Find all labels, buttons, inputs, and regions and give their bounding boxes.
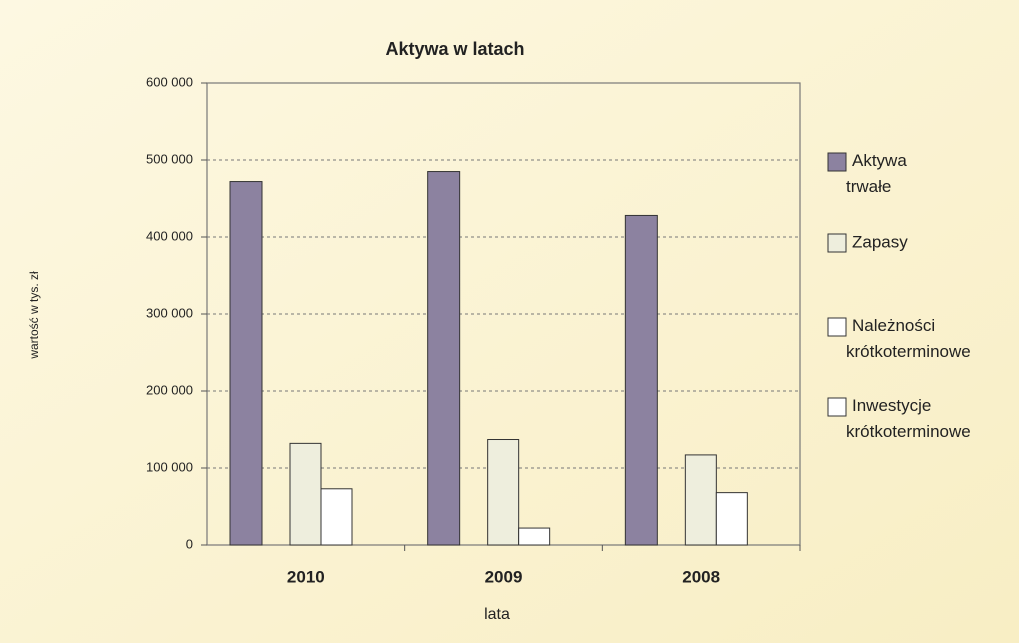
bar bbox=[715, 492, 748, 546]
legend-label: Inwestycje krótkoterminowe bbox=[846, 396, 971, 441]
y-tick-label: 500 000 bbox=[146, 151, 193, 166]
bar bbox=[320, 488, 353, 546]
legend-label: Zapasy bbox=[852, 232, 908, 251]
bar bbox=[518, 527, 551, 546]
y-tick-label: 100 000 bbox=[146, 459, 193, 474]
legend-label: Należności krótkoterminowe bbox=[846, 316, 971, 361]
legend-swatch bbox=[827, 317, 847, 337]
y-tick-label: 400 000 bbox=[146, 228, 193, 243]
y-tick-label: 0 bbox=[186, 536, 193, 551]
y-tick-label: 600 000 bbox=[146, 74, 193, 89]
y-axis-label: wartość w tys. zł bbox=[27, 271, 41, 360]
legend-swatch bbox=[827, 152, 847, 172]
x-axis-label: lata bbox=[484, 606, 510, 623]
y-tick-label: 200 000 bbox=[146, 382, 193, 397]
bar bbox=[289, 442, 322, 546]
x-tick-label: 2009 bbox=[485, 567, 523, 586]
x-tick-label: 2010 bbox=[287, 567, 325, 586]
legend-label: Aktywa trwałe bbox=[846, 151, 907, 196]
legend-swatch bbox=[827, 233, 847, 253]
chart-title: Aktywa w latach bbox=[385, 39, 524, 59]
bar bbox=[427, 171, 461, 546]
bar bbox=[229, 181, 263, 546]
x-tick-label: 2008 bbox=[682, 567, 720, 586]
bar bbox=[684, 454, 717, 546]
legend-swatch bbox=[827, 397, 847, 417]
bar bbox=[487, 439, 520, 546]
y-tick-label: 300 000 bbox=[146, 305, 193, 320]
bar bbox=[624, 214, 658, 546]
